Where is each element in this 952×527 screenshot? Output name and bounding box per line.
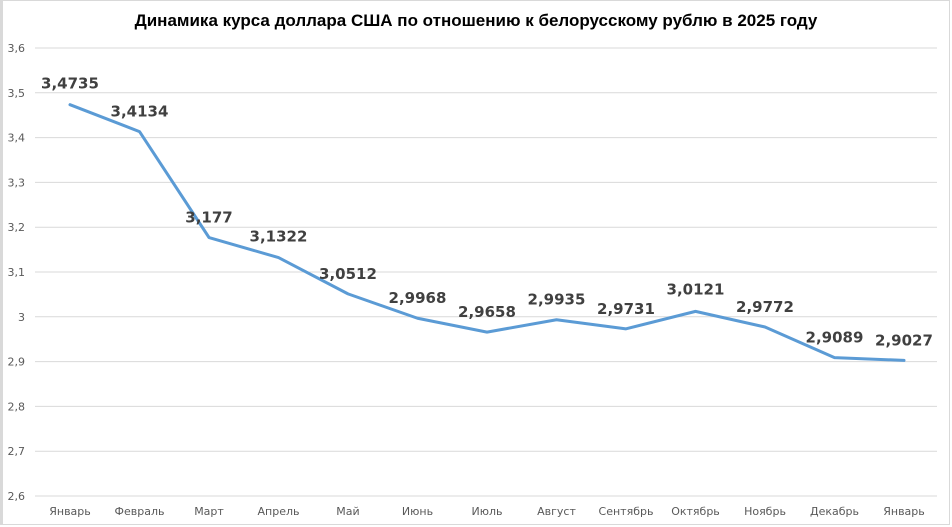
y-tick-label: 2,6: [8, 490, 26, 503]
data-label: 3,1322: [250, 228, 308, 246]
data-labels: 3,4735 3,4134 3,177 3,1322 3,0512 2,9968 2,965…: [41, 75, 933, 350]
data-label: 2,9935: [528, 291, 586, 309]
x-tick-label: Февраль: [115, 505, 165, 518]
y-tick-label: 3,6: [8, 42, 26, 55]
data-label: 3,4735: [41, 75, 99, 93]
x-tick-label: Июль: [471, 505, 502, 518]
x-tick-label: Ноябрь: [744, 505, 786, 518]
x-tick-label: Сентябрь: [599, 505, 654, 518]
data-label: 2,9772: [736, 298, 794, 316]
y-tick-label: 2,7: [8, 445, 26, 458]
x-tick-label: Апрель: [258, 505, 300, 518]
y-tick-label: 2,9: [8, 356, 26, 369]
x-tick-label: Июнь: [402, 505, 433, 518]
data-label: 3,0512: [319, 265, 377, 283]
x-tick-label: Май: [336, 505, 359, 518]
y-tick-label: 3,4: [8, 132, 26, 145]
x-tick-label: Октябрь: [671, 505, 720, 518]
chart-title: Динамика курса доллара США по отношению …: [134, 11, 818, 30]
series-line: [68, 103, 906, 362]
y-axis-ticks: 3,6 3,5 3,4 3,3 3,2 3,1 3 2,9 2,8 2,7 2,6: [8, 42, 26, 503]
data-label: 3,0121: [667, 280, 725, 298]
x-axis-ticks: Январь Февраль Март Апрель Май Июнь Июль Август…: [49, 505, 925, 518]
y-tick-label: 3,1: [8, 266, 26, 279]
x-tick-label: Март: [194, 505, 224, 518]
y-tick-label: 2,8: [8, 400, 26, 413]
data-label: 2,9027: [875, 331, 933, 349]
data-label: 2,9658: [458, 303, 516, 321]
gridlines: [35, 47, 937, 497]
data-label: 2,9089: [806, 329, 864, 347]
y-tick-label: 3: [18, 311, 25, 324]
data-label: 3,177: [185, 209, 232, 227]
data-label: 3,4134: [111, 103, 169, 121]
x-tick-label: Январь: [883, 505, 925, 518]
data-label: 2,9731: [597, 300, 655, 318]
x-tick-label: Декабрь: [810, 505, 859, 518]
y-tick-label: 3,3: [8, 176, 26, 189]
x-tick-label: Январь: [49, 505, 91, 518]
x-tick-label: Август: [537, 505, 576, 518]
data-label: 2,9968: [389, 289, 447, 307]
y-tick-label: 3,2: [8, 221, 26, 234]
y-tick-label: 3,5: [8, 87, 26, 100]
